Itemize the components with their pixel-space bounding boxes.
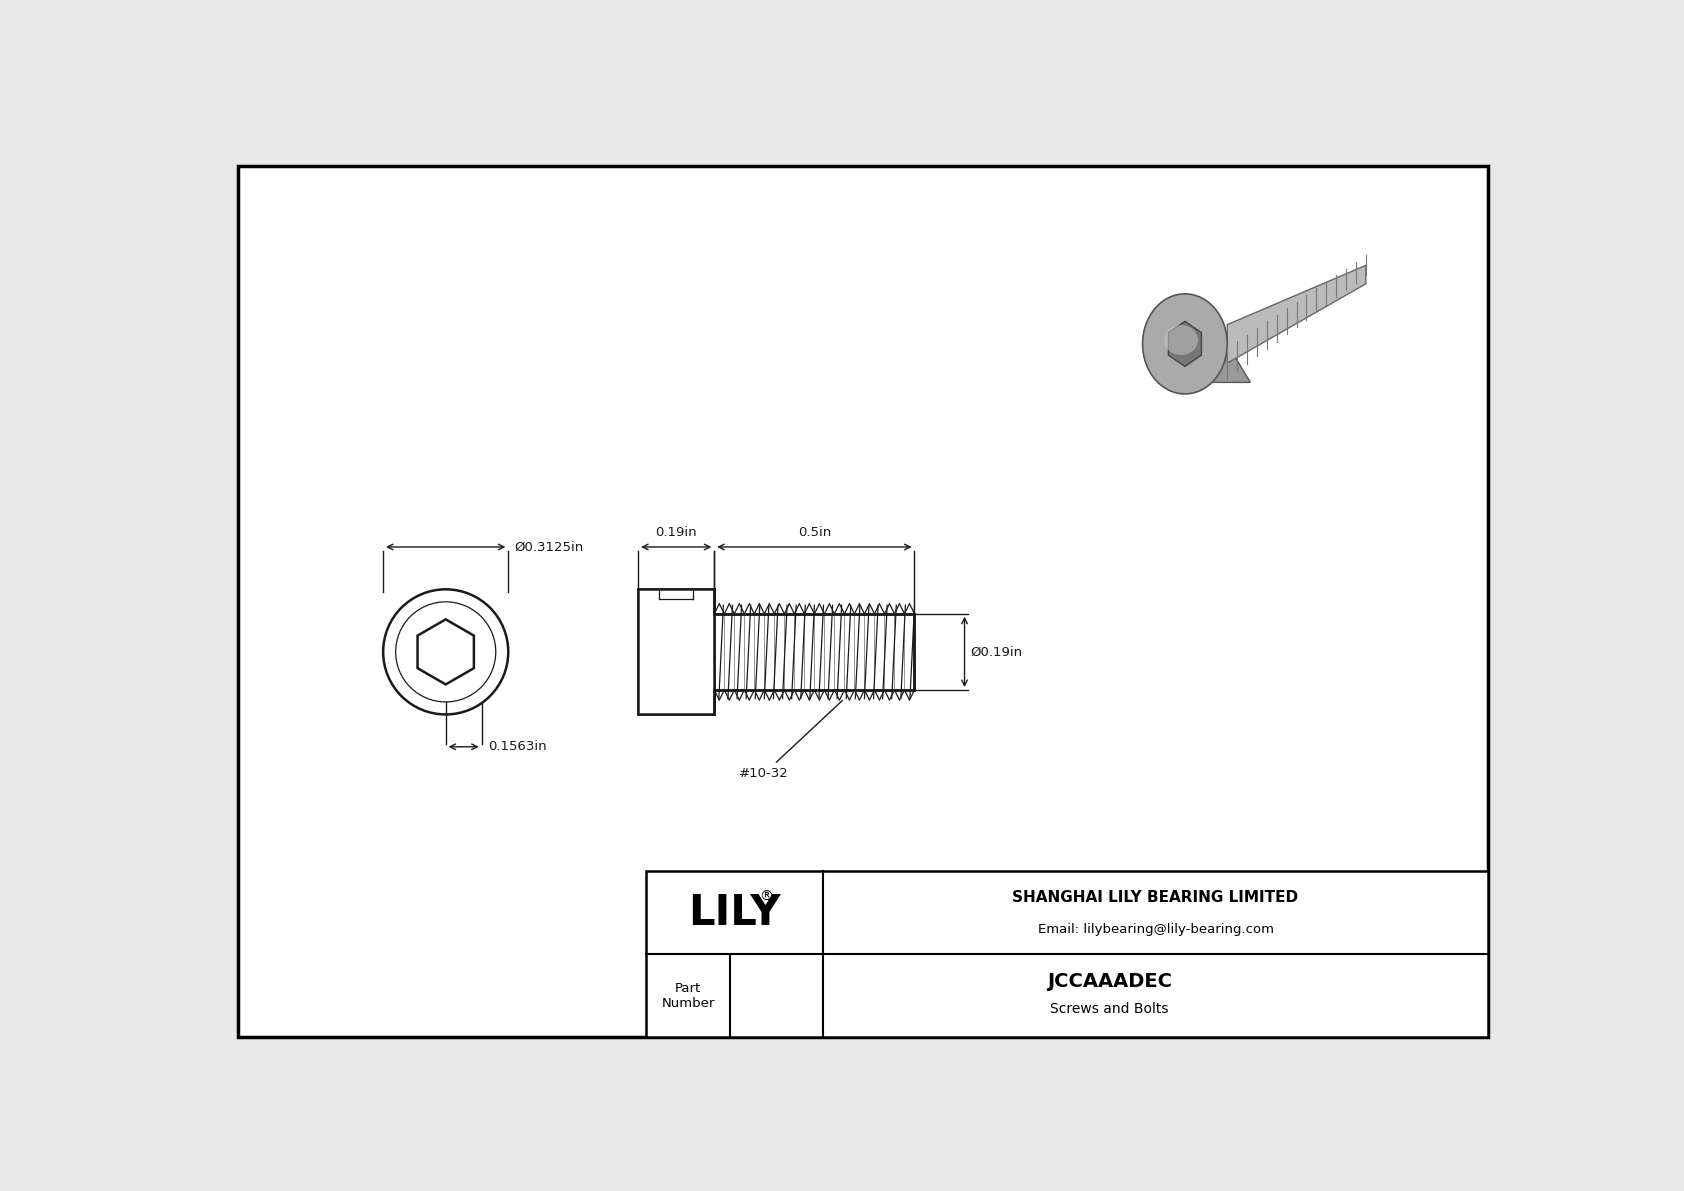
Polygon shape <box>418 619 473 685</box>
Bar <box>638 590 714 715</box>
Circle shape <box>396 601 495 701</box>
Text: 0.19in: 0.19in <box>655 526 697 540</box>
Text: ®: ® <box>759 891 773 904</box>
Bar <box>647 872 1489 1037</box>
Text: JCCAAADEC: JCCAAADEC <box>1047 972 1172 991</box>
Text: Part
Number: Part Number <box>662 981 714 1010</box>
Text: LILY: LILY <box>689 892 781 934</box>
Text: SHANGHAI LILY BEARING LIMITED: SHANGHAI LILY BEARING LIMITED <box>1012 890 1298 905</box>
Text: Email: lilybearing@lily-bearing.com: Email: lilybearing@lily-bearing.com <box>1037 923 1273 936</box>
Text: 0.5in: 0.5in <box>798 526 830 540</box>
Polygon shape <box>1228 266 1366 363</box>
Text: Ø0.19in: Ø0.19in <box>970 646 1022 659</box>
Text: Ø0.3125in: Ø0.3125in <box>514 541 584 554</box>
Text: Screws and Bolts: Screws and Bolts <box>1049 1003 1169 1016</box>
Ellipse shape <box>1142 294 1228 394</box>
Text: #10-32: #10-32 <box>739 700 842 780</box>
Text: 0.1563in: 0.1563in <box>488 741 546 753</box>
Bar <box>714 613 914 690</box>
Ellipse shape <box>1164 325 1197 355</box>
Polygon shape <box>1169 322 1201 367</box>
Polygon shape <box>1142 344 1250 382</box>
Circle shape <box>384 590 509 715</box>
Bar <box>638 590 714 715</box>
